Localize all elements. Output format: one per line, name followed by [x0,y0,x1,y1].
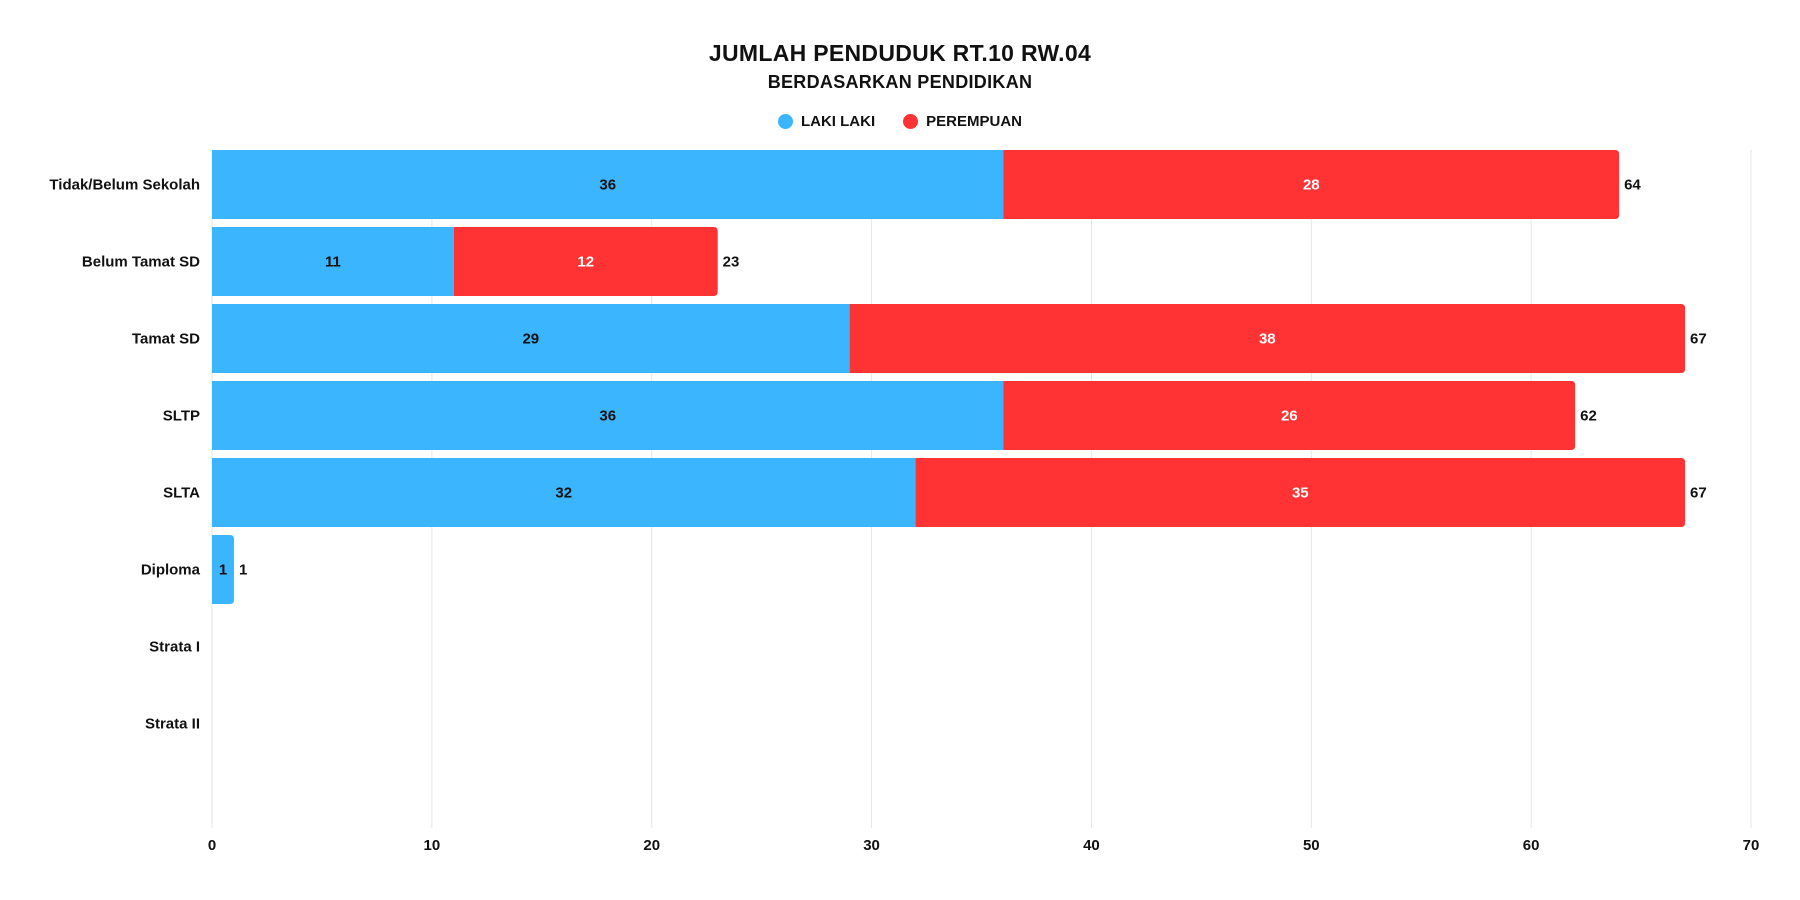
category-label-strata-i: Strata I [149,639,200,656]
x-tick-label-50: 50 [1303,837,1320,854]
category-label-diploma: Diploma [141,562,201,579]
data-label-laki-laki-slta: 32 [555,485,572,502]
category-label-sltp: SLTP [163,408,200,425]
chart-subtitle: BERDASARKAN PENDIDIKAN [767,72,1033,92]
x-tick-label-10: 10 [424,837,441,854]
category-label-slta: SLTA [163,485,200,502]
legend-swatch-laki-laki [777,114,793,129]
data-label-perempuan-slta: 35 [1292,485,1309,502]
data-label-perempuan-tamat-sd: 38 [1259,331,1276,348]
category-label-tidak-belum-sekolah: Tidak/Belum Sekolah [49,177,200,194]
total-label-belum-tamat-sd: 23 [723,254,740,271]
bar-perempuan-tidak-belum-sekolah [1003,150,1620,219]
x-tick-label-40: 40 [1083,837,1100,854]
bar-perempuan-slta [915,458,1686,527]
x-tick-label-0: 0 [208,837,216,854]
x-tick-label-70: 70 [1743,837,1760,854]
total-label-sltp: 62 [1580,408,1597,425]
bar-perempuan-tamat-sd [849,304,1686,373]
total-label-tamat-sd: 67 [1690,331,1707,348]
category-label-belum-tamat-sd: Belum Tamat SD [82,254,200,271]
x-tick-label-30: 30 [863,837,880,854]
total-label-tidak-belum-sekolah: 64 [1624,177,1641,194]
bar-laki-laki-sltp [212,381,1004,450]
bar-perempuan-sltp [1003,381,1576,450]
legend-label-perempuan: PEREMPUAN [926,113,1023,130]
bar-laki-laki-belum-tamat-sd [212,227,454,296]
data-label-laki-laki-tidak-belum-sekolah: 36 [599,177,616,194]
data-label-laki-laki-belum-tamat-sd: 11 [325,254,341,271]
total-label-slta: 67 [1690,485,1707,502]
category-label-strata-ii: Strata II [145,716,200,733]
x-tick-label-20: 20 [643,837,660,854]
data-label-perempuan-belum-tamat-sd: 12 [577,254,594,271]
bar-laki-laki-tidak-belum-sekolah [212,150,1004,219]
data-label-laki-laki-sltp: 36 [599,408,616,425]
legend-swatch-perempuan [903,114,919,129]
data-label-perempuan-sltp: 26 [1281,408,1298,425]
legend-label-laki-laki: LAKI LAKI [800,113,876,130]
chart-title: JUMLAH PENDUDUK RT.10 RW.04 [708,40,1092,66]
bar-laki-laki-diploma [212,535,234,604]
data-label-laki-laki-diploma: 1 [219,562,227,579]
category-label-tamat-sd: Tamat SD [132,331,200,348]
legend-item-laki-laki[interactable]: LAKI LAKI [777,113,876,130]
data-label-perempuan-tidak-belum-sekolah: 28 [1303,177,1320,194]
chart-legend: LAKI LAKI PEREMPUAN [0,113,1800,130]
bar-laki-laki-tamat-sd [212,304,850,373]
bar-laki-laki-slta [212,458,916,527]
data-label-laki-laki-tamat-sd: 29 [522,331,539,348]
bar-perempuan-belum-tamat-sd [453,227,718,296]
legend-item-perempuan[interactable]: PEREMPUAN [903,113,1022,130]
x-tick-label-60: 60 [1523,837,1540,854]
total-label-diploma: 1 [239,562,247,579]
